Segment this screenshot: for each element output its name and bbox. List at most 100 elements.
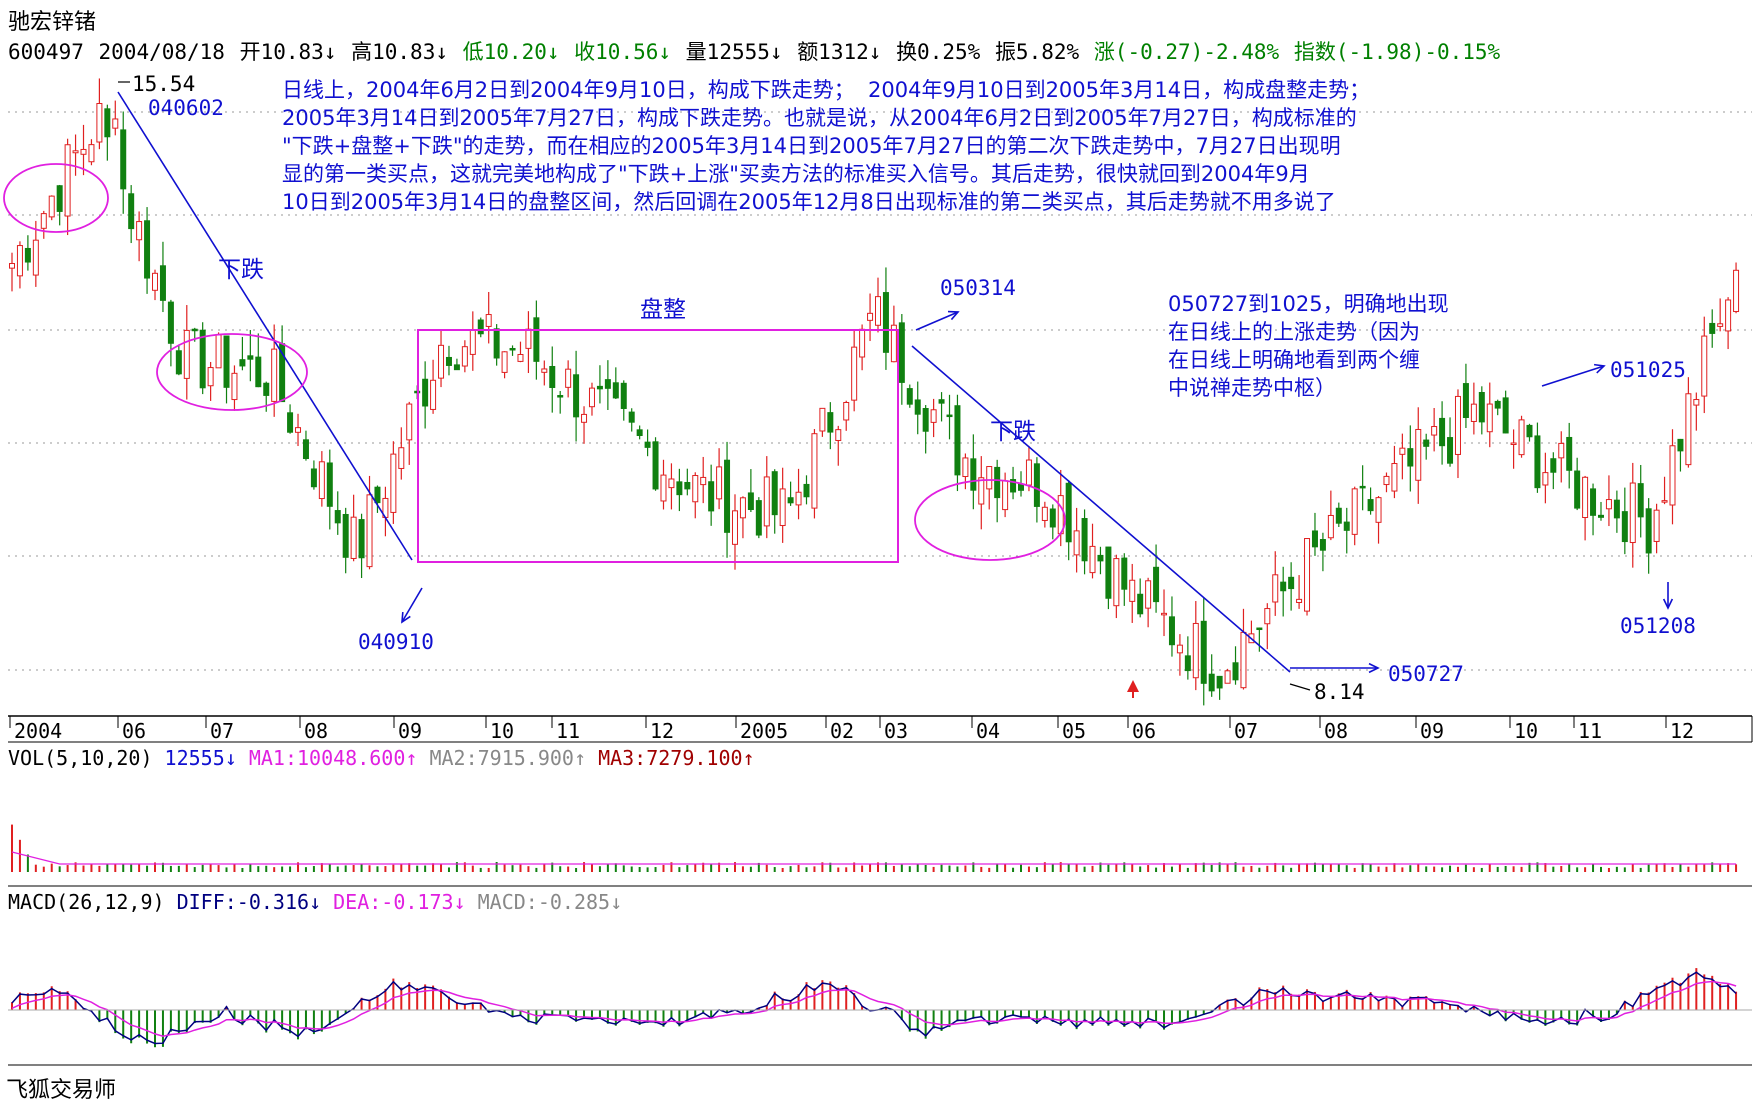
candle-body (1256, 627, 1263, 631)
time-tick-label: 08 (1324, 719, 1348, 743)
candle-body (1335, 507, 1342, 524)
candle-body (1137, 593, 1144, 615)
volume-legend: VOL(5,10,20) 12555↓ MA1:10048.600↑ MA2:7… (8, 746, 755, 770)
quote-bar: 600497 2004/08/18 开10.83↓ 高10.83↓ 低10.20… (8, 36, 1502, 66)
candle-body (271, 348, 278, 402)
candle-body (1073, 530, 1080, 556)
fall-label-2: 下跌 (990, 419, 1036, 445)
candle-body (557, 395, 564, 398)
candle-body (1081, 518, 1088, 562)
candle-body (1168, 616, 1175, 646)
candle-body (1566, 436, 1573, 471)
candle-body (1383, 475, 1390, 486)
candle-body (875, 296, 881, 326)
candle-body (24, 247, 31, 263)
candle-body (581, 413, 588, 423)
candle-body (493, 328, 500, 359)
candle-body (1542, 472, 1549, 486)
vol-ma1: MA1:10048.600↑ (248, 746, 418, 770)
date-040910: 040910 (358, 630, 434, 654)
time-tick-label: 2005 (740, 719, 788, 743)
candle-body (1113, 558, 1120, 607)
candle-body (1709, 322, 1716, 334)
candle-body (374, 486, 381, 504)
candle-body (453, 364, 460, 371)
candle-body (1319, 539, 1326, 551)
candle-body (716, 466, 723, 500)
candle-body (72, 150, 79, 154)
time-tick-label: 06 (122, 719, 146, 743)
candle-body (255, 356, 262, 388)
candle-body (970, 458, 977, 491)
candle-body (1597, 514, 1604, 518)
software-name: 飞狐交易师 (6, 1078, 117, 1103)
time-tick-label: 02 (830, 719, 854, 743)
candle-body (88, 144, 95, 163)
candle-body (96, 103, 103, 143)
candle-body (350, 516, 357, 559)
candle-body (136, 221, 143, 241)
candle-body (525, 328, 532, 349)
stock-name: 驰宏锌锗 (8, 10, 97, 35)
candle-body (1184, 655, 1191, 672)
high-price: 高10.83↓ (351, 40, 448, 64)
candle-body (1264, 608, 1271, 625)
candle-body (1280, 581, 1287, 592)
candle-body (1629, 482, 1636, 544)
candle-body (104, 108, 111, 138)
candles-group (9, 78, 1740, 706)
candle-body (334, 510, 341, 524)
candle-body (9, 263, 15, 269)
time-tick-label: 07 (210, 719, 234, 743)
uptrend-commentary: 050727到1025，明确地出现 在日线上的上涨走势（因为 在日线上明确地看到… (1168, 292, 1449, 400)
candle-body (438, 344, 445, 379)
downtrend-line-2 (911, 345, 1291, 673)
candle-body (1097, 554, 1104, 562)
candle-body (1296, 598, 1303, 603)
turnover-value: 换0.25% (896, 40, 981, 64)
candle-body (1343, 521, 1350, 531)
candle-body (1033, 463, 1040, 507)
candle-body (1701, 335, 1708, 397)
candle-body (795, 491, 802, 506)
candle-body (1105, 546, 1112, 599)
candle-body (628, 411, 635, 423)
vol-ma2: MA2:7915.900↑ (429, 746, 587, 770)
stock-code: 600497 (8, 40, 84, 64)
candle-body (708, 481, 715, 512)
arrow-051025 (1541, 365, 1605, 387)
arrow-050314 (915, 311, 959, 331)
candle-body (159, 265, 166, 301)
time-tick-label: 12 (650, 719, 674, 743)
consolidation-box (417, 329, 899, 563)
candle-body (1327, 514, 1334, 539)
candle-body (1161, 612, 1168, 616)
candle-body (914, 399, 921, 415)
candle-body (1621, 511, 1628, 543)
index-change: 指数(-1.98)-0.15% (1293, 40, 1501, 64)
time-tick-label: 04 (976, 719, 1000, 743)
candle-body (1733, 269, 1740, 313)
candle-body (1423, 439, 1430, 447)
candle-body (962, 457, 969, 478)
candle-body (739, 497, 746, 519)
candle-body (80, 148, 87, 155)
candle-body (1677, 438, 1684, 452)
candle-body (56, 185, 63, 212)
candle-body (1311, 530, 1318, 548)
highlight-ellipse (156, 333, 308, 411)
candle-body (1129, 579, 1136, 602)
volume-bars-group (11, 824, 1738, 872)
macd-dea: DEA:-0.173↓ (333, 890, 466, 914)
candle-body (660, 474, 667, 502)
candle-body (247, 355, 254, 360)
change-value: 涨(-0.27)-2.48% (1093, 40, 1280, 64)
candle-body (477, 319, 484, 335)
candle-body (779, 488, 786, 527)
candle-body (636, 429, 643, 436)
candle-body (827, 412, 834, 433)
candle-body (1717, 323, 1724, 327)
candle-body (1478, 391, 1485, 423)
candle-body (596, 385, 603, 390)
